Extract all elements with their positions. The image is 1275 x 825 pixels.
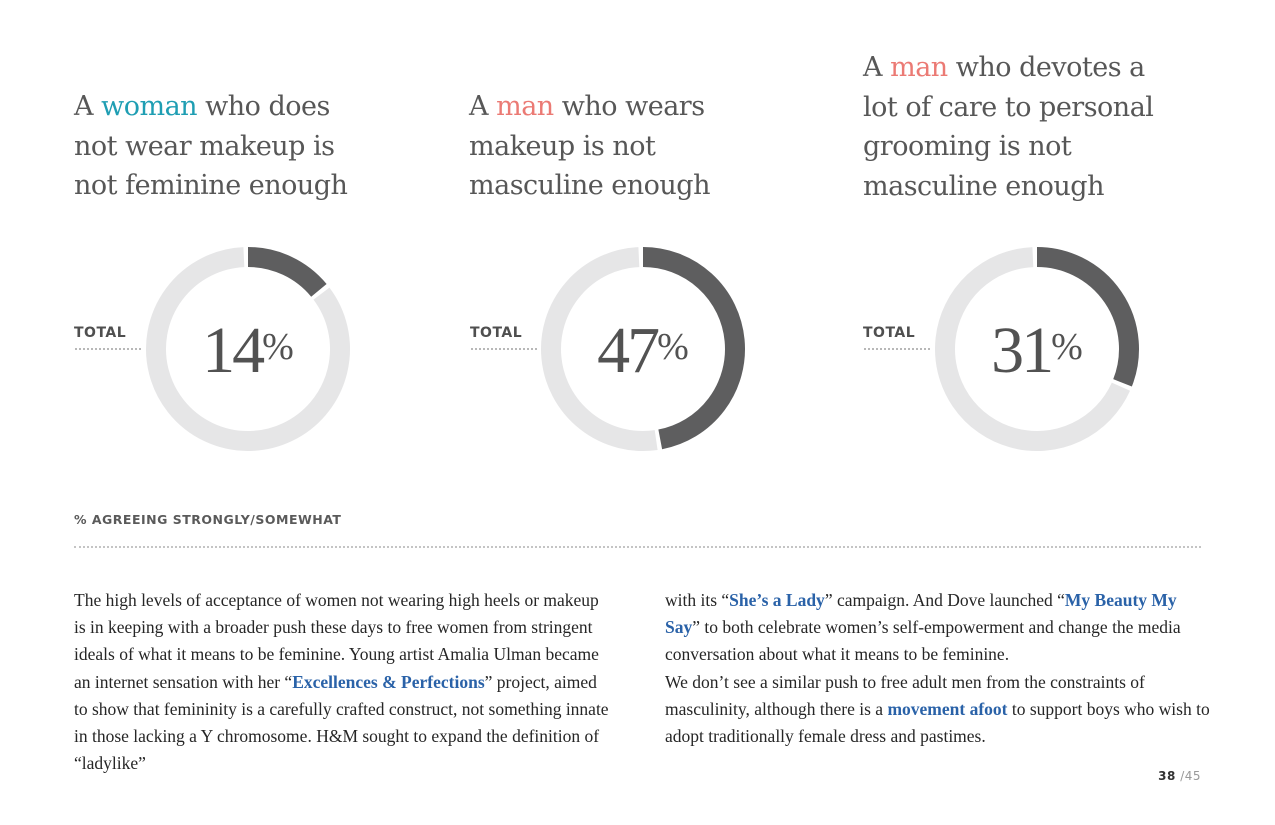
total-label: TOTAL [74, 325, 127, 341]
percent-number: 14 [202, 314, 265, 387]
heading-text: masculine enough [469, 170, 710, 201]
total-dotted-leader [75, 348, 141, 350]
heading-text: lot of care to personal [863, 91, 1154, 123]
heading-woman-makeup: A woman who does not wear makeup is not … [74, 87, 434, 206]
donut-track [146, 247, 350, 451]
donut-value-segment [642, 247, 745, 450]
donut-percent-value: 14% [148, 318, 348, 384]
body-text: ” to both celebrate women’s self-empower… [665, 617, 1181, 665]
heading-text: who wears [553, 91, 705, 122]
donut-value-segment [247, 247, 327, 297]
heading-highlight-woman: woman [101, 91, 198, 122]
body-column-1: The high levels of acceptance of women n… [74, 587, 614, 777]
percent-unit: % [262, 326, 294, 368]
total-label: TOTAL [863, 325, 916, 341]
page-number: 38 /45 [1158, 769, 1201, 783]
total-dotted-leader [471, 348, 537, 350]
heading-man-grooming: A man who devotes a lot of care to perso… [863, 48, 1193, 206]
heading-text: not wear makeup is [74, 130, 335, 162]
body-text: to support boys who wish to adopt tradit… [665, 698, 1210, 747]
link-excellences-perfections[interactable]: Excellences & Perfections [292, 671, 485, 692]
body-text: ” campaign. And Dove launched “ [824, 590, 1065, 610]
percent-number: 47 [597, 314, 660, 387]
heading-text: who does [197, 91, 330, 122]
page-total: /45 [1180, 769, 1201, 783]
link-my-beauty-my-say[interactable]: My Beauty My Say [665, 590, 1177, 638]
heading-text: grooming is not [863, 131, 1072, 162]
donut-track [935, 247, 1131, 451]
heading-text: A [469, 91, 497, 122]
heading-text: A [74, 91, 102, 122]
donut-track [541, 247, 658, 451]
heading-highlight-man: man [496, 91, 554, 122]
heading-text: makeup is not [469, 130, 656, 162]
agreeing-label: % AGREEING STRONGLY/SOMEWHAT [74, 512, 342, 527]
link-shes-a-lady[interactable]: She’s a Lady [729, 590, 825, 610]
percent-unit: % [1051, 326, 1083, 368]
heading-highlight-man: man [890, 52, 948, 83]
body-text: The high levels of acceptance of women n… [74, 590, 599, 692]
page-current: 38 [1158, 769, 1176, 783]
heading-text: masculine enough [863, 170, 1104, 202]
percent-number: 31 [991, 314, 1054, 387]
donut-percent-value: 47% [543, 318, 743, 384]
heading-text: A [863, 52, 891, 83]
heading-text: not feminine enough [74, 170, 348, 201]
heading-man-makeup: A man who wears makeup is not masculine … [469, 87, 829, 206]
donut-value-segment [1036, 247, 1139, 387]
percent-unit: % [657, 326, 689, 368]
donut-percent-value: 31% [937, 318, 1137, 384]
heading-text: who devotes a [947, 52, 1145, 83]
dotted-divider [74, 546, 1201, 548]
body-text: ” project, aimed to show that femininity… [74, 671, 609, 774]
total-dotted-leader [864, 348, 930, 350]
body-text: We don’t see a similar push to free adul… [665, 671, 1145, 719]
body-text: with its “ [665, 590, 730, 610]
body-column-2: with its “She’s a Lady” campaign. And Do… [665, 587, 1210, 750]
link-movement-afoot[interactable]: movement afoot [887, 698, 1008, 719]
total-label: TOTAL [470, 325, 523, 341]
